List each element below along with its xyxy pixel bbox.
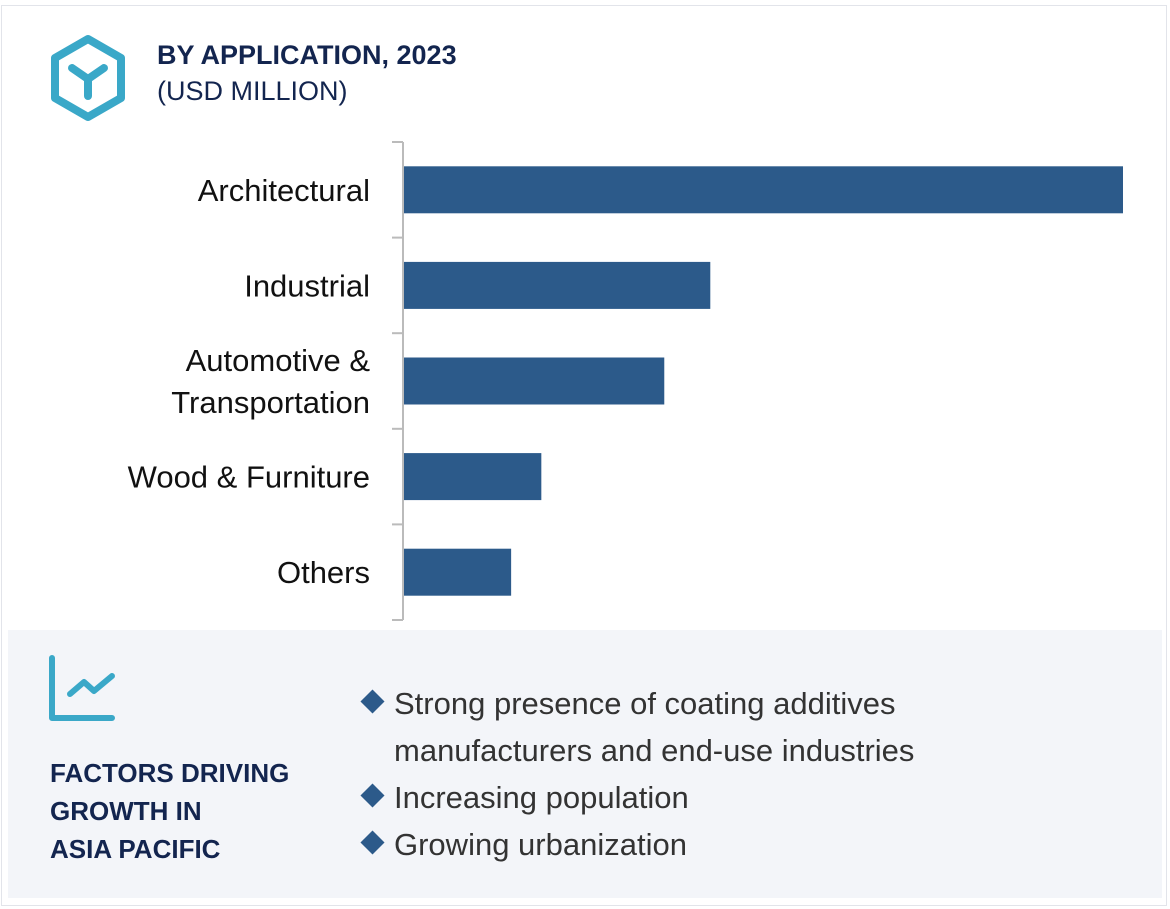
factor-text: Growing urbanization — [394, 827, 687, 862]
bar — [404, 548, 512, 596]
factor-text: Strong presence of coating additives man… — [394, 686, 915, 768]
category-label: Wood & Furniture — [128, 460, 370, 495]
chart-title: BY APPLICATION, 2023 — [157, 40, 457, 70]
diamond-bullet-icon — [360, 783, 385, 808]
category-label-line: Industrial — [244, 268, 370, 303]
panel-title-line: GROWTH IN — [50, 796, 202, 826]
panel-title-line: FACTORS DRIVING — [50, 758, 290, 788]
factor-item: Strong presence of coating additives man… — [358, 680, 1034, 774]
factor-item: Increasing population — [358, 774, 1034, 821]
growth-factors-panel: FACTORS DRIVING GROWTH IN ASIA PACIFIC S… — [8, 630, 1162, 898]
diamond-bullet-icon — [360, 830, 385, 855]
bar — [404, 357, 665, 405]
category-label-line: Architectural — [198, 173, 370, 208]
factor-list: Strong presence of coating additives man… — [358, 680, 1034, 868]
category-label: Others — [277, 555, 370, 590]
bar — [404, 261, 711, 309]
factor-text: Increasing population — [394, 780, 689, 815]
category-label: Architectural — [198, 173, 370, 208]
panel-title-line: ASIA PACIFIC — [50, 834, 221, 864]
bar-chart: Architectural Industrial Automotive & Trans… — [128, 141, 1123, 621]
hexagon-y-icon — [51, 35, 125, 121]
category-label: Automotive & Transportation — [171, 343, 370, 420]
bar — [404, 453, 542, 501]
category-label: Industrial — [244, 268, 370, 303]
card-frame — [1, 5, 1167, 906]
bar — [404, 166, 1123, 214]
category-label-line: Others — [277, 555, 370, 590]
panel-title: FACTORS DRIVING GROWTH IN ASIA PACIFIC — [50, 754, 350, 868]
diamond-bullet-icon — [360, 689, 385, 714]
line-chart-icon — [49, 655, 115, 721]
category-label-line: Transportation — [171, 385, 370, 420]
factor-item: Growing urbanization — [358, 821, 1034, 868]
chart-subtitle: (USD MILLION) — [157, 76, 348, 106]
category-label-line: Automotive & — [186, 343, 371, 378]
category-label-line: Wood & Furniture — [128, 460, 370, 495]
